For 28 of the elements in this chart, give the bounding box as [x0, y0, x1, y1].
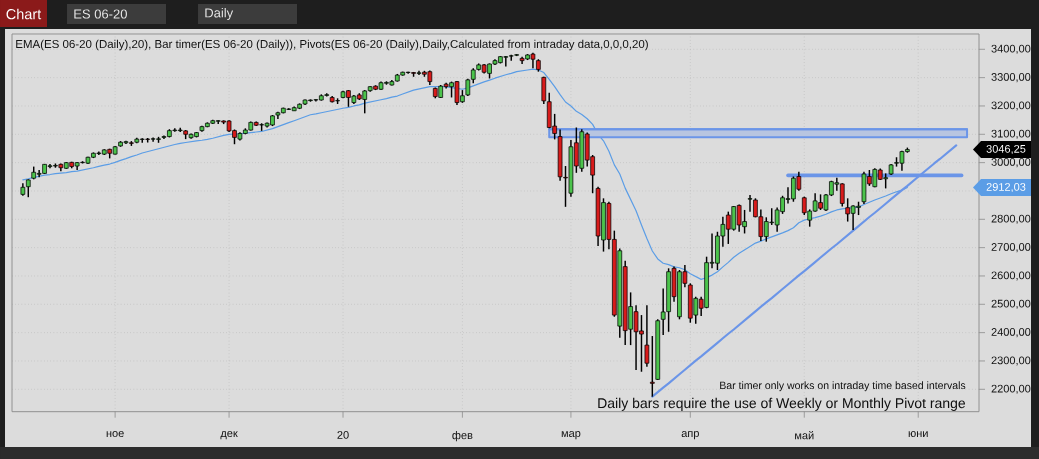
- x-tick-label: апр: [681, 431, 699, 440]
- x-tick-label: 20: [337, 431, 349, 439]
- y-tick-label: 3300,00: [991, 73, 1031, 83]
- y-tick-label: 2700,00: [991, 243, 1031, 253]
- y-tick-label: 3200,00: [991, 101, 1031, 111]
- y-tick-label: 2500,00: [991, 299, 1031, 309]
- text: Chart: [6, 8, 42, 20]
- y-tick-label: 2600,00: [991, 271, 1031, 281]
- annotation: Bar timer only works on intraday time based intervals: [720, 381, 966, 392]
- x-tick-label: ное: [106, 431, 124, 438]
- text: Daily: [205, 7, 234, 21]
- x-tick-label: мар: [561, 431, 581, 440]
- y-tick-label: 2200,00: [991, 384, 1031, 394]
- text: ES 06-20: [74, 9, 127, 19]
- x-tick-label: фев: [452, 431, 473, 442]
- y-tick-label: 2300,00: [991, 356, 1031, 366]
- x-tick-label: дек: [220, 431, 238, 440]
- annotation: Daily bars require the use of Weekly or Monthly Pivot range: [598, 397, 966, 411]
- text: 2912,03: [986, 183, 1026, 193]
- y-tick-label: 3000,00: [991, 158, 1031, 168]
- y-tick-label: 2400,00: [991, 328, 1031, 338]
- y-tick-label: 2800,00: [991, 214, 1031, 224]
- x-tick-label: юни: [908, 431, 928, 438]
- chart-title: EMA(ES 06-20 (Daily),20), Bar timer(ES 06-20 (Daily)), Pivots(ES 06-20 (Daily),Daily,Calculated from intraday data,0,0,0,20): [16, 39, 648, 51]
- y-tick-label: 3100,00: [991, 129, 1031, 139]
- x-tick-label: май: [795, 431, 814, 440]
- y-tick-label: 3400,00: [991, 44, 1031, 54]
- text: 3046,25: [986, 144, 1026, 155]
